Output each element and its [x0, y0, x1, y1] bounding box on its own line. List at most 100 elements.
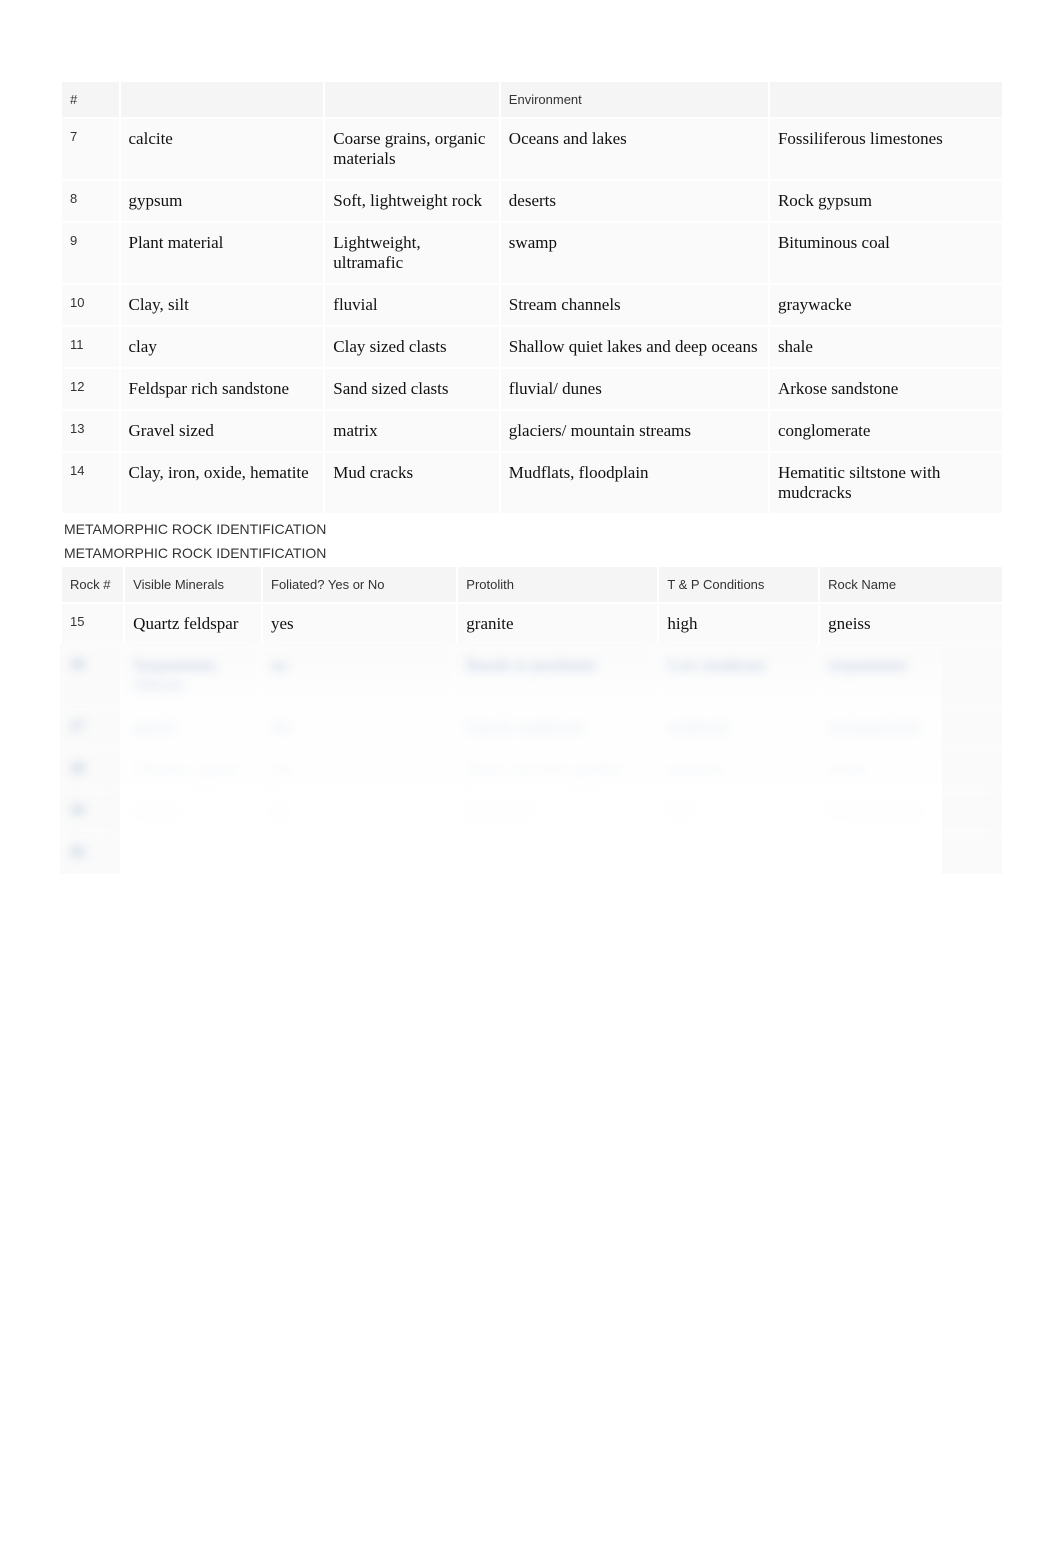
cell-tp: low [657, 790, 818, 832]
cell-texture: fluvial [323, 283, 499, 325]
table-row: 8gypsumSoft, lightweight rockdesertsRock… [60, 179, 1002, 221]
row-number: 9 [60, 221, 119, 283]
cell-protolith: Shale, silt [456, 832, 657, 874]
cell-rockname: conglomerate [768, 409, 1002, 451]
col-header-foliated: Foliated? Yes or No [261, 565, 456, 602]
table-row: 7calciteCoarse grains, organic materials… [60, 117, 1002, 179]
row-number: 10 [60, 283, 119, 325]
cell-rockname: White marble [818, 790, 1002, 832]
cell-tp: low [657, 832, 818, 874]
cell-foliated: no [261, 644, 456, 706]
cell-protolith: Shale, silt rich, phyllite [456, 748, 657, 790]
row-number: 19 [60, 790, 123, 832]
metamorphic-table: Rock # Visible Minerals Foliated? Yes or… [60, 565, 1002, 874]
sedimentary-table: # Environment 7calciteCoarse grains, org… [60, 80, 1002, 513]
row-number: 11 [60, 325, 119, 367]
cell-protolith: Quartz sandstone [456, 706, 657, 748]
cell-rockname: graywacke [768, 283, 1002, 325]
row-number: 14 [60, 451, 119, 513]
cell-rockname: Hematitic siltstone with mudcracks [768, 451, 1002, 513]
cell-minerals: quartz [123, 706, 261, 748]
cell-rockname: Rock gypsum [768, 179, 1002, 221]
cell-protolith: granite [456, 602, 657, 644]
table-row: 14Clay, iron, oxide, hematiteMud cracksM… [60, 451, 1002, 513]
cell-tp: moderate [657, 706, 818, 748]
cell-mineral: gypsum [119, 179, 324, 221]
cell-minerals: Intermedia [123, 832, 261, 874]
table-row: 17quartzNoQuartz sandstonemoderatemetaqu… [60, 706, 1002, 748]
table-row: 10Clay, siltfluvialStream channelsgraywa… [60, 283, 1002, 325]
col-header-rockname: Rock Name [818, 565, 1002, 602]
row-number: 18 [60, 748, 123, 790]
cell-environment: Mudflats, floodplain [499, 451, 768, 513]
cell-mineral: calcite [119, 117, 324, 179]
row-number: 15 [60, 602, 123, 644]
cell-minerals: Serpentinite, chlorite [123, 644, 261, 706]
cell-texture: matrix [323, 409, 499, 451]
cell-rockname: gneiss [818, 602, 1002, 644]
col-header-protolith: Protolith [456, 565, 657, 602]
col-header-tp: T & P Conditions [657, 565, 818, 602]
row-number: 7 [60, 117, 119, 179]
cell-environment: Stream channels [499, 283, 768, 325]
cell-rockname: schist [818, 748, 1002, 790]
cell-minerals: calcite [123, 790, 261, 832]
cell-mineral: Feldspar rich sandstone [119, 367, 324, 409]
cell-foliated: No [261, 706, 456, 748]
row-number: 17 [60, 706, 123, 748]
cell-rockname: slate [818, 832, 1002, 874]
cell-mineral: Gravel sized [119, 409, 324, 451]
row-number: 20 [60, 832, 123, 874]
col-header-2 [323, 80, 499, 117]
cell-protolith: Basalt or peridotite [456, 644, 657, 706]
cell-environment: fluvial/ dunes [499, 367, 768, 409]
table-header-row: Rock # Visible Minerals Foliated? Yes or… [60, 565, 1002, 602]
cell-mineral: Plant material [119, 221, 324, 283]
row-number: 8 [60, 179, 119, 221]
cell-texture: Coarse grains, organic materials [323, 117, 499, 179]
cell-foliated: no [261, 790, 456, 832]
section-heading-metamorphic-2: METAMORPHIC ROCK IDENTIFICATION [64, 545, 1002, 561]
cell-texture: Soft, lightweight rock [323, 179, 499, 221]
cell-tp: high [657, 602, 818, 644]
cell-foliated: yes [261, 748, 456, 790]
cell-texture: Clay sized clasts [323, 325, 499, 367]
cell-texture: Mud cracks [323, 451, 499, 513]
table-row: 11clayClay sized clastsShallow quiet lak… [60, 325, 1002, 367]
table-row: 16Serpentinite, chloritenoBasalt or peri… [60, 644, 1002, 706]
cell-texture: Lightweight, ultramafic [323, 221, 499, 283]
col-header-rocknum: Rock # [60, 565, 123, 602]
section-heading-metamorphic-1: METAMORPHIC ROCK IDENTIFICATION [64, 521, 1002, 537]
cell-rockname: serpentinite [818, 644, 1002, 706]
col-header-4 [768, 80, 1002, 117]
row-number: 16 [60, 644, 123, 706]
table-header-row: # Environment [60, 80, 1002, 117]
cell-minerals: Chlorite, garnet [123, 748, 261, 790]
cell-environment: deserts [499, 179, 768, 221]
cell-rockname: Bituminous coal [768, 221, 1002, 283]
cell-environment: Oceans and lakes [499, 117, 768, 179]
table-row: 15Quartz feldsparyesgranitehighgneiss [60, 602, 1002, 644]
table-row: 20IntermediayesShale, siltlowslate [60, 832, 1002, 874]
cell-rockname: shale [768, 325, 1002, 367]
cell-protolith: limestone [456, 790, 657, 832]
cell-environment: glaciers/ mountain streams [499, 409, 768, 451]
col-header-minerals: Visible Minerals [123, 565, 261, 602]
col-header-num: # [60, 80, 119, 117]
table-row: 13Gravel sizedmatrixglaciers/ mountain s… [60, 409, 1002, 451]
cell-tp: Low moderate [657, 644, 818, 706]
cell-tp: medium [657, 748, 818, 790]
cell-rockname: Fossiliferous limestones [768, 117, 1002, 179]
cell-environment: swamp [499, 221, 768, 283]
cell-rockname: metaquartzite [818, 706, 1002, 748]
col-header-environment: Environment [499, 80, 768, 117]
row-number: 13 [60, 409, 119, 451]
table-row: 9Plant materialLightweight, ultramaficsw… [60, 221, 1002, 283]
cell-minerals: Quartz feldspar [123, 602, 261, 644]
cell-mineral: Clay, iron, oxide, hematite [119, 451, 324, 513]
table-row: 18Chlorite, garnetyesShale, silt rich, p… [60, 748, 1002, 790]
cell-mineral: Clay, silt [119, 283, 324, 325]
cell-mineral: clay [119, 325, 324, 367]
row-number: 12 [60, 367, 119, 409]
cell-foliated: yes [261, 602, 456, 644]
